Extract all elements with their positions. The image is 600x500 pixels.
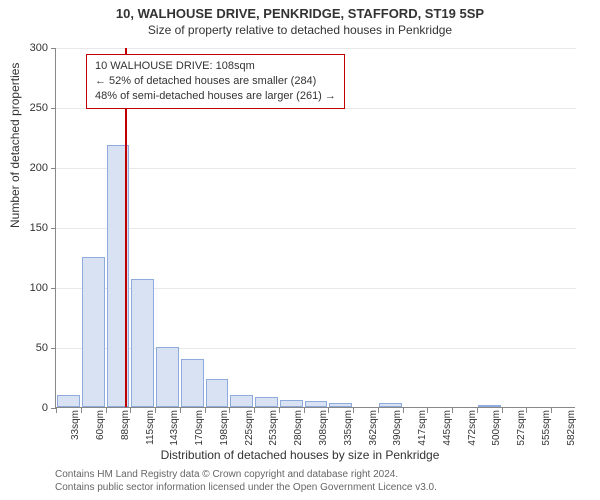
histogram-bar <box>181 359 204 407</box>
xtick-mark <box>81 408 82 413</box>
footer-line-1: Contains HM Land Registry data © Crown c… <box>55 468 437 481</box>
histogram-bar <box>206 379 229 407</box>
annotation-line-1: 10 WALHOUSE DRIVE: 108sqm <box>95 59 336 74</box>
ytick-mark <box>51 288 56 289</box>
ytick-mark <box>51 348 56 349</box>
plot-area: 33sqm60sqm88sqm115sqm143sqm170sqm198sqm2… <box>55 48 575 408</box>
xtick-mark <box>254 408 255 413</box>
ytick-label: 300 <box>18 42 48 54</box>
xtick-mark <box>452 408 453 413</box>
xtick-mark <box>477 408 478 413</box>
xtick-mark <box>403 408 404 413</box>
annotation-box: 10 WALHOUSE DRIVE: 108sqm← 52% of detach… <box>86 54 345 109</box>
histogram-bar <box>82 257 105 407</box>
chart-container: 10, WALHOUSE DRIVE, PENKRIDGE, STAFFORD,… <box>0 0 600 500</box>
xtick-mark <box>229 408 230 413</box>
annotation-line-2: ← 52% of detached houses are smaller (28… <box>95 74 336 89</box>
histogram-bar <box>329 403 352 407</box>
xtick-mark <box>551 408 552 413</box>
ytick-mark <box>51 108 56 109</box>
xtick-mark <box>155 408 156 413</box>
annotation-line-3: 48% of semi-detached houses are larger (… <box>95 89 336 104</box>
ytick-mark <box>51 228 56 229</box>
histogram-bar <box>305 401 328 407</box>
xtick-mark <box>378 408 379 413</box>
y-axis-label: Number of detached properties <box>8 63 22 228</box>
xtick-mark <box>56 408 57 413</box>
ytick-label: 150 <box>18 222 48 234</box>
xtick-mark <box>304 408 305 413</box>
footer-attribution: Contains HM Land Registry data © Crown c… <box>55 468 437 494</box>
ytick-label: 200 <box>18 162 48 174</box>
ytick-label: 50 <box>18 342 48 354</box>
ytick-label: 100 <box>18 282 48 294</box>
histogram-bar <box>478 405 501 407</box>
chart-subtitle: Size of property relative to detached ho… <box>0 21 600 37</box>
gridline <box>56 228 576 229</box>
xtick-mark <box>502 408 503 413</box>
chart-title: 10, WALHOUSE DRIVE, PENKRIDGE, STAFFORD,… <box>0 0 600 21</box>
xtick-mark <box>106 408 107 413</box>
xtick-mark <box>205 408 206 413</box>
histogram-bar <box>280 400 303 407</box>
histogram-bar <box>156 347 179 407</box>
x-axis-label: Distribution of detached houses by size … <box>0 448 600 462</box>
histogram-bar <box>131 279 154 407</box>
ytick-mark <box>51 48 56 49</box>
ytick-label: 0 <box>18 402 48 414</box>
gridline <box>56 168 576 169</box>
ytick-label: 250 <box>18 102 48 114</box>
xtick-mark <box>353 408 354 413</box>
xtick-mark <box>130 408 131 413</box>
gridline <box>56 48 576 49</box>
histogram-bar <box>379 403 402 407</box>
histogram-bar <box>255 397 278 407</box>
xtick-mark <box>328 408 329 413</box>
xtick-mark <box>526 408 527 413</box>
footer-line-2: Contains public sector information licen… <box>55 481 437 494</box>
ytick-mark <box>51 168 56 169</box>
histogram-bar <box>57 395 80 407</box>
xtick-mark <box>279 408 280 413</box>
histogram-bar <box>230 395 253 407</box>
xtick-mark <box>180 408 181 413</box>
xtick-mark <box>427 408 428 413</box>
